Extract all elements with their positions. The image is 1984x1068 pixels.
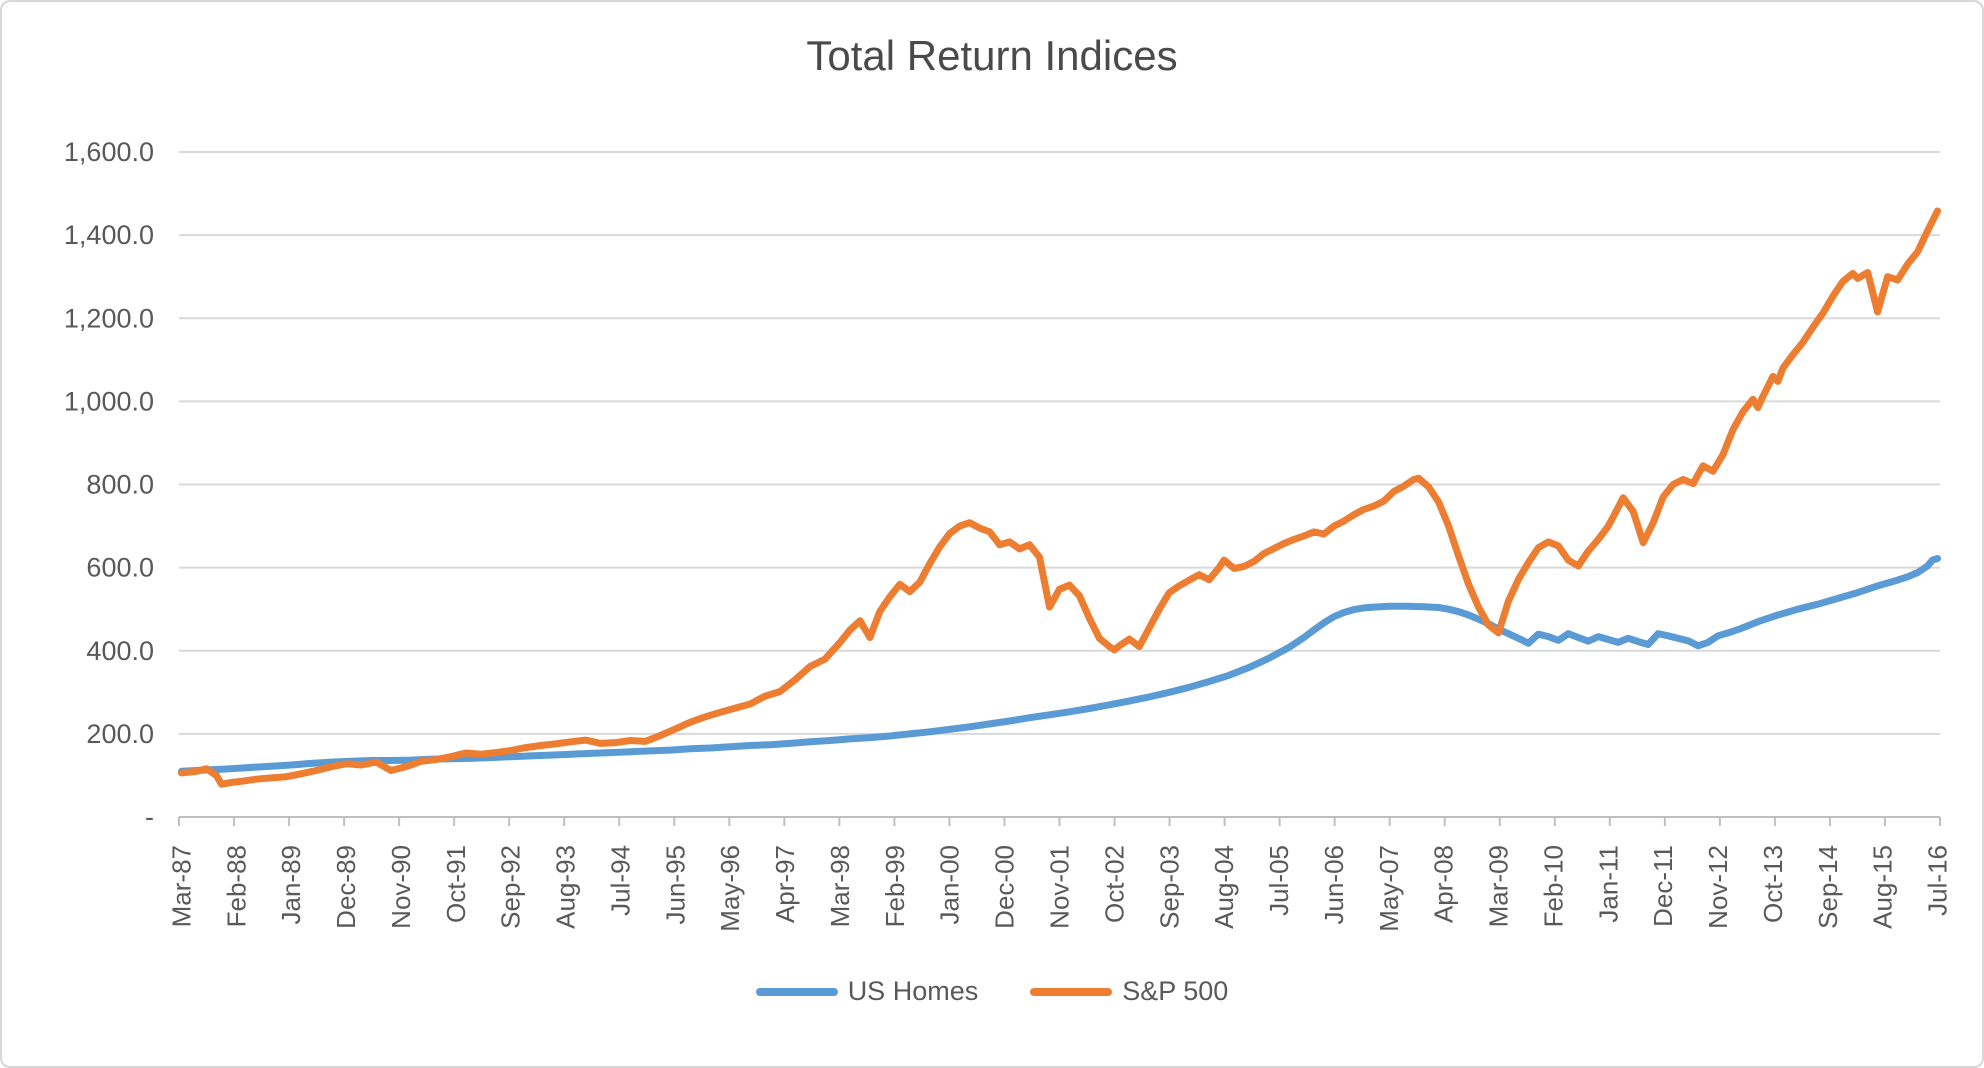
x-axis-label: Jun-95 bbox=[660, 845, 690, 925]
chart-legend: US Homes S&P 500 bbox=[2, 976, 1982, 1007]
x-axis-label: Dec-11 bbox=[1648, 845, 1678, 927]
y-axis-label: 600.0 bbox=[86, 553, 154, 583]
x-axis-label: Mar-09 bbox=[1484, 845, 1514, 927]
x-axis-label: Sep-92 bbox=[496, 845, 526, 929]
y-axis-label: 1,400.0 bbox=[64, 220, 154, 250]
x-axis-label: May-07 bbox=[1374, 845, 1404, 932]
y-axis-label: 1,200.0 bbox=[64, 303, 154, 333]
x-axis-label: Apr-97 bbox=[770, 845, 800, 923]
y-axis-label: - bbox=[145, 802, 154, 832]
us-homes-series-line bbox=[178, 555, 1941, 775]
x-axis-label: Oct-13 bbox=[1758, 845, 1788, 923]
legend-item-us-homes: US Homes bbox=[755, 976, 979, 1007]
legend-label-us-homes: US Homes bbox=[847, 976, 979, 1006]
x-axis-label: Mar-98 bbox=[825, 845, 855, 927]
x-axis-label: Aug-15 bbox=[1868, 845, 1898, 929]
x-axis-label: Jul-05 bbox=[1264, 845, 1294, 916]
x-axis-label: Sep-03 bbox=[1154, 845, 1184, 929]
x-axis-label: Nov-90 bbox=[386, 845, 416, 929]
x-axis-label: Nov-01 bbox=[1045, 845, 1075, 929]
x-axis-label: Aug-04 bbox=[1209, 845, 1239, 929]
legend-item-sp500: S&P 500 bbox=[1030, 976, 1228, 1007]
x-axis-label: Jul-16 bbox=[1923, 845, 1953, 916]
x-axis-label: Oct-02 bbox=[1099, 845, 1129, 923]
x-axis-label: Jul-94 bbox=[605, 845, 635, 916]
x-axis-label: Jan-89 bbox=[276, 845, 306, 925]
y-axis-label: 800.0 bbox=[86, 470, 154, 500]
sp500-series-line bbox=[178, 207, 1941, 788]
x-axis-label: Mar-87 bbox=[166, 845, 196, 927]
x-axis-label: Feb-88 bbox=[221, 845, 251, 927]
us-homes-line-swatch-icon bbox=[755, 987, 838, 996]
x-axis-label: Apr-08 bbox=[1429, 845, 1459, 923]
x-axis-label: Feb-10 bbox=[1538, 845, 1568, 927]
y-axis-label: 200.0 bbox=[86, 719, 154, 749]
x-axis-label: Dec-89 bbox=[331, 845, 361, 929]
x-axis-label: Oct-91 bbox=[441, 845, 471, 923]
chart-title: Total Return Indices bbox=[806, 32, 1178, 79]
x-axis-label: Jan-11 bbox=[1593, 845, 1623, 923]
y-axis-label: 400.0 bbox=[86, 636, 154, 666]
y-axis-label: 1,600.0 bbox=[64, 137, 154, 167]
x-axis-label: Nov-12 bbox=[1703, 845, 1733, 929]
x-axis-label: Jan-00 bbox=[935, 845, 965, 925]
x-axis-label: Dec-00 bbox=[990, 845, 1020, 929]
x-axis-label: Aug-93 bbox=[551, 845, 581, 929]
x-axis-label: Jun-06 bbox=[1319, 845, 1349, 925]
legend-label-sp500: S&P 500 bbox=[1122, 976, 1229, 1006]
sp500-line-swatch-icon bbox=[1030, 987, 1113, 996]
x-axis-label: May-96 bbox=[715, 845, 745, 932]
x-axis-label: Sep-14 bbox=[1813, 845, 1843, 929]
y-axis-label: 1,000.0 bbox=[64, 386, 154, 416]
x-axis-label: Feb-99 bbox=[880, 845, 910, 927]
